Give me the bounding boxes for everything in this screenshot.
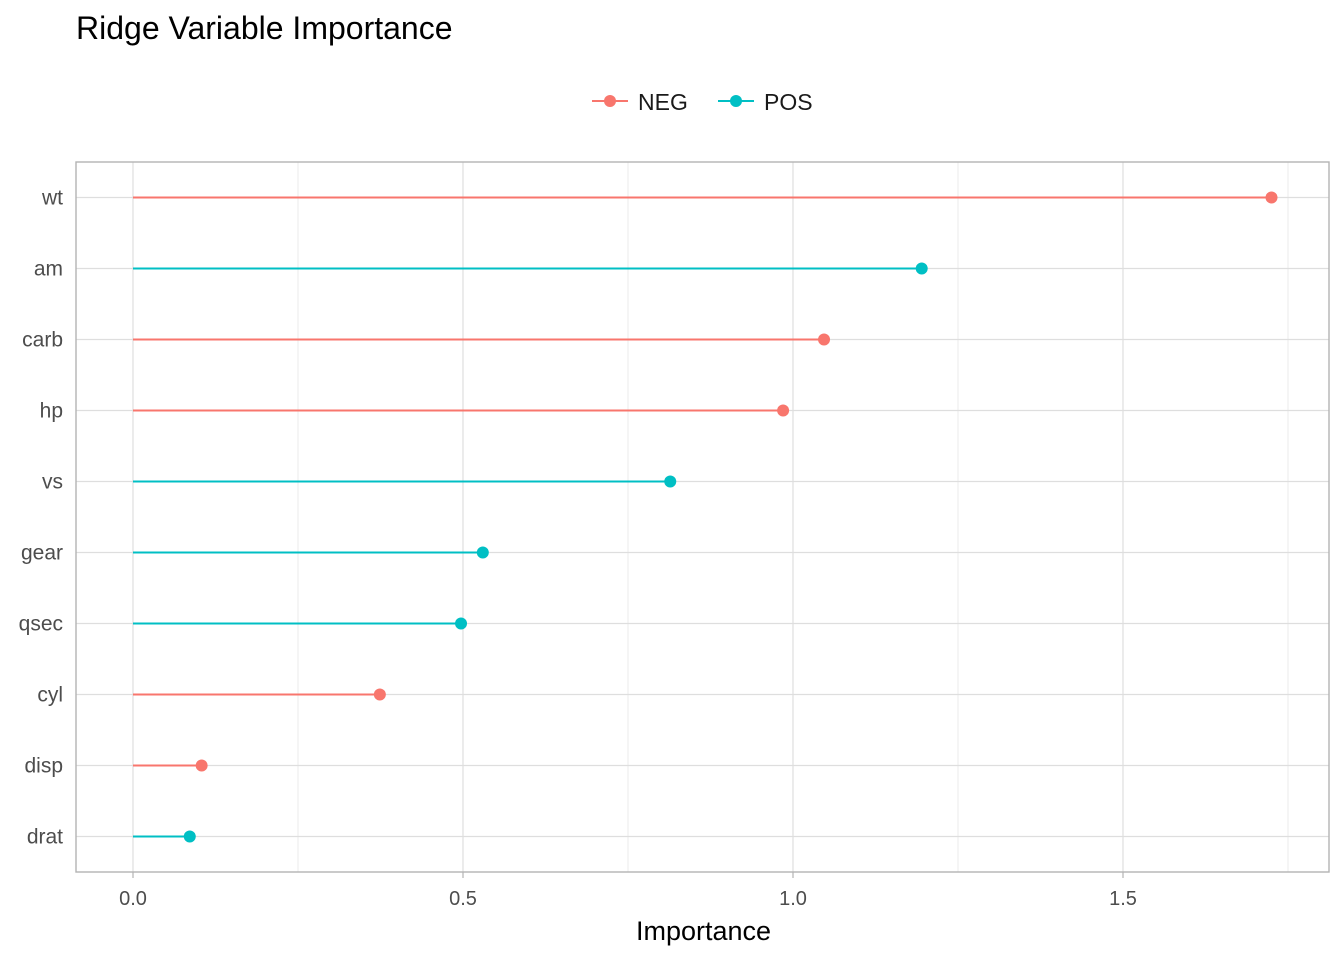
- x-tick-label: 1.5: [1109, 888, 1137, 910]
- y-tick-label: hp: [40, 400, 63, 423]
- legend-item-pos: POS: [716, 84, 813, 120]
- legend: NEG POS: [0, 84, 1344, 120]
- lollipop-point: [183, 830, 196, 843]
- lollipop-point: [777, 404, 790, 417]
- chart-title: Ridge Variable Importance: [76, 10, 453, 46]
- lollipop-point: [373, 688, 386, 701]
- legend-item-neg: NEG: [590, 84, 688, 120]
- x-tick-label: 0.0: [119, 888, 147, 910]
- lollipop-point: [664, 475, 677, 488]
- legend-key-pos: [718, 95, 754, 107]
- y-tick-label: cyl: [37, 684, 63, 707]
- y-tick-label: drat: [27, 826, 63, 849]
- legend-label-neg: NEG: [638, 88, 688, 115]
- y-tick-label: vs: [42, 471, 63, 494]
- lollipop-point: [195, 759, 208, 772]
- y-tick-label: gear: [21, 542, 63, 565]
- lollipop-point: [1265, 191, 1278, 204]
- legend-label-pos: POS: [764, 88, 813, 115]
- lollipop-point: [455, 617, 468, 630]
- lollipop-point: [915, 262, 928, 275]
- x-axis-title: Importance: [636, 916, 771, 946]
- panel-border: [75, 161, 1330, 873]
- y-tick-label: qsec: [19, 613, 63, 636]
- y-tick-label: carb: [22, 329, 63, 352]
- legend-key-neg: [592, 95, 628, 107]
- lollipop-point: [476, 546, 489, 559]
- y-tick-label: wt: [41, 187, 63, 210]
- lollipop-point: [818, 333, 831, 346]
- x-tick-label: 1.0: [779, 888, 807, 910]
- x-tick-label: 0.5: [449, 888, 477, 910]
- y-tick-label: am: [34, 258, 63, 281]
- y-tick-label: disp: [24, 755, 63, 778]
